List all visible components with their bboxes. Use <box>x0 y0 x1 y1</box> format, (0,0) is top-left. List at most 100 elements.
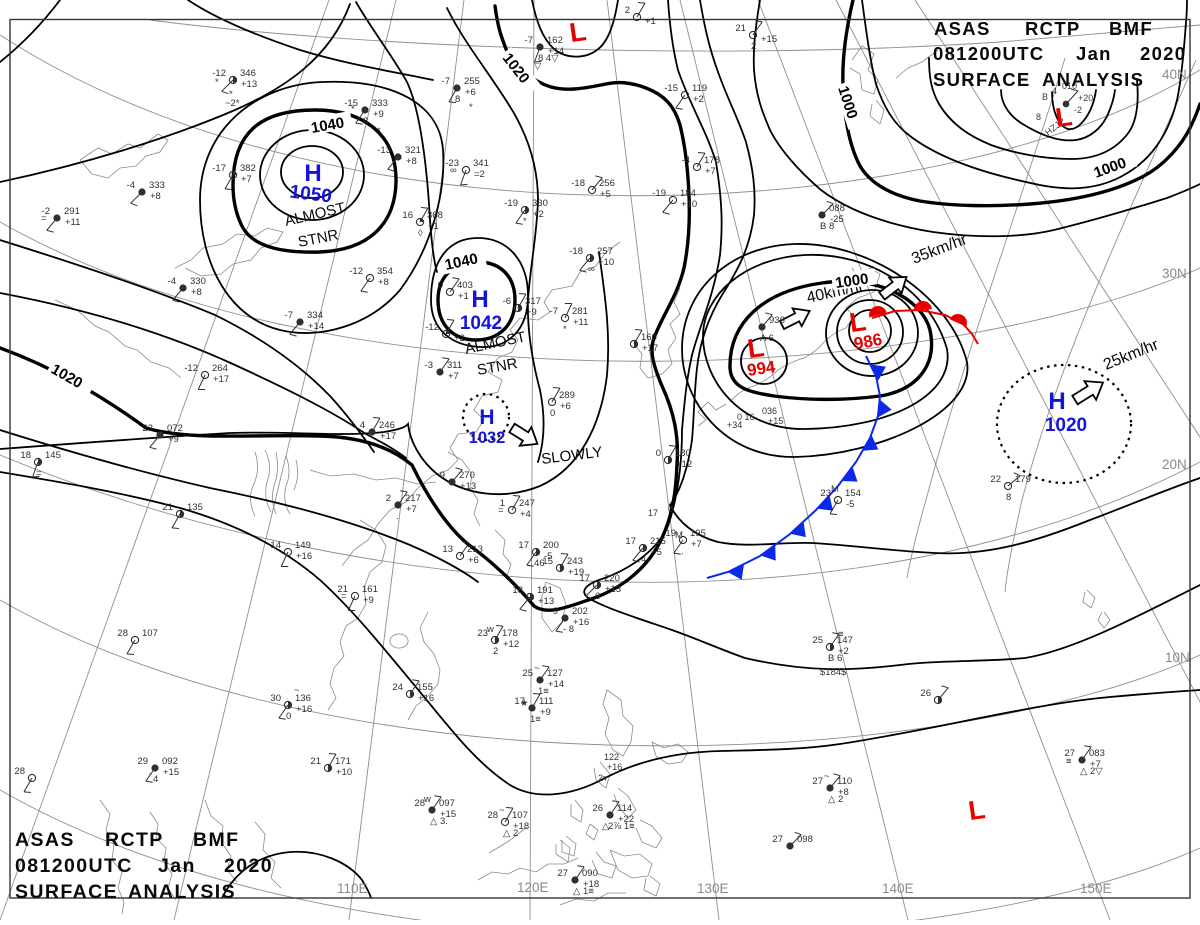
svg-text:936: 936 <box>769 315 785 326</box>
svg-text:333: 333 <box>372 98 388 109</box>
svg-text:23: 23 <box>477 628 488 639</box>
svg-text:-13: -13 <box>377 145 391 156</box>
svg-text:-12: -12 <box>184 363 198 374</box>
svg-text:6: 6 <box>595 591 600 602</box>
svg-text:+16: +16 <box>607 762 622 772</box>
svg-text:+16: +16 <box>296 704 312 715</box>
svg-text:161: 161 <box>362 584 378 595</box>
svg-text:217: 217 <box>405 493 421 504</box>
svg-text:24: 24 <box>392 682 403 693</box>
svg-text:ANALYSIS: ANALYSIS <box>1042 69 1144 90</box>
svg-text:-2: -2 <box>1074 105 1082 115</box>
svg-text:2: 2 <box>625 5 630 16</box>
svg-text:+8: +8 <box>838 787 849 798</box>
svg-text:-7: -7 <box>525 35 533 46</box>
svg-text:H: H <box>479 406 494 429</box>
svg-text:L: L <box>1053 101 1074 133</box>
svg-text:010: 010 <box>1062 81 1077 91</box>
svg-text:23: 23 <box>142 423 153 434</box>
svg-text:-18: -18 <box>569 246 583 257</box>
svg-text:-7: -7 <box>442 76 450 87</box>
svg-text:264: 264 <box>212 363 228 374</box>
svg-text:=: = <box>498 505 504 516</box>
svg-text:-4: -4 <box>127 180 135 191</box>
svg-text:1050: 1050 <box>288 182 333 208</box>
svg-text:1032: 1032 <box>469 429 506 447</box>
svg-text:179: 179 <box>1015 474 1031 485</box>
svg-text:8: 8 <box>455 94 460 105</box>
svg-text:-23: -23 <box>445 158 459 169</box>
svg-text:22: 22 <box>990 474 1001 485</box>
svg-text:107: 107 <box>142 628 158 639</box>
svg-text:=: = <box>41 213 47 224</box>
svg-text:+15: +15 <box>440 809 456 820</box>
svg-text:-15: -15 <box>664 83 678 94</box>
svg-text:BMF: BMF <box>1109 18 1153 39</box>
svg-text:330: 330 <box>532 198 548 209</box>
svg-text:*: * <box>563 324 567 335</box>
svg-text:+12: +12 <box>503 639 519 650</box>
svg-text:149: 149 <box>295 540 311 551</box>
svg-text:281: 281 <box>572 306 588 317</box>
svg-text:21: 21 <box>735 23 746 34</box>
svg-text:220: 220 <box>604 573 620 584</box>
svg-text:L: L <box>966 794 987 826</box>
svg-text:8: 8 <box>1006 492 1011 503</box>
svg-text:~: ~ <box>534 663 540 674</box>
svg-text:213: 213 <box>467 544 483 555</box>
svg-text:-3: -3 <box>425 360 433 371</box>
svg-text:19: 19 <box>665 528 676 539</box>
svg-text:+20: +20 <box>1078 93 1093 103</box>
svg-text:256: 256 <box>599 178 615 189</box>
svg-text:171: 171 <box>335 756 351 767</box>
svg-text:0: 0 <box>668 504 673 514</box>
svg-text:090: 090 <box>582 868 598 879</box>
svg-text:+15: +15 <box>768 416 783 426</box>
svg-text:SURFACE: SURFACE <box>15 881 118 903</box>
svg-text:+5: +5 <box>651 547 662 558</box>
svg-text:- 8: - 8 <box>563 624 574 635</box>
svg-text:333: 333 <box>149 180 165 191</box>
svg-text:-2: -2 <box>42 206 50 217</box>
svg-text:*: * <box>377 126 381 137</box>
svg-text:+1: +1 <box>645 16 656 27</box>
svg-text:+8: +8 <box>378 277 389 288</box>
svg-text:+9: +9 <box>526 307 537 318</box>
svg-text:27: 27 <box>772 834 783 845</box>
svg-text:+2: +2 <box>838 646 849 657</box>
svg-text:184: 184 <box>680 188 696 199</box>
svg-text:ANALYSIS: ANALYSIS <box>128 881 236 903</box>
svg-text:0: 0 <box>286 711 291 722</box>
svg-text:+13: +13 <box>538 596 554 607</box>
svg-text:.: . <box>681 546 684 557</box>
svg-text:29: 29 <box>137 756 148 767</box>
svg-text:4: 4 <box>153 774 158 785</box>
svg-text:+4: +4 <box>520 509 531 520</box>
svg-text:110E: 110E <box>337 881 368 896</box>
svg-text:162: 162 <box>547 35 563 46</box>
svg-text:★: ★ <box>520 698 529 709</box>
svg-text:-5: -5 <box>846 499 854 510</box>
svg-text:+1: +1 <box>458 291 469 302</box>
svg-text:17: 17 <box>518 540 529 551</box>
svg-text:+9: +9 <box>540 707 551 718</box>
svg-text:147: 147 <box>837 635 853 646</box>
svg-text:0: 0 <box>656 448 661 459</box>
svg-text:=: = <box>36 468 42 479</box>
svg-text:30N: 30N <box>1162 266 1187 281</box>
svg-text:+15: +15 <box>163 767 179 778</box>
svg-text:+18: +18 <box>583 879 599 890</box>
svg-text:ASAS: ASAS <box>15 829 75 851</box>
svg-text:4: 4 <box>641 554 646 565</box>
svg-text:2020: 2020 <box>1140 43 1186 64</box>
svg-text:Jan: Jan <box>158 855 196 877</box>
svg-text:17: 17 <box>579 573 590 584</box>
svg-text:17: 17 <box>514 696 525 707</box>
svg-text:+16: +16 <box>418 693 434 704</box>
svg-text:40N: 40N <box>1162 67 1187 82</box>
svg-text:1: 1 <box>500 498 505 509</box>
svg-text:-12: -12 <box>212 68 226 79</box>
svg-text:+10: +10 <box>336 767 352 778</box>
svg-text:15: 15 <box>542 556 553 567</box>
svg-text:2: 2 <box>386 493 391 504</box>
